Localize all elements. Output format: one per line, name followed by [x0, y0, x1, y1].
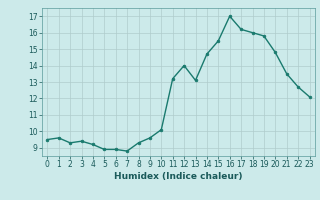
- X-axis label: Humidex (Indice chaleur): Humidex (Indice chaleur): [114, 172, 243, 181]
